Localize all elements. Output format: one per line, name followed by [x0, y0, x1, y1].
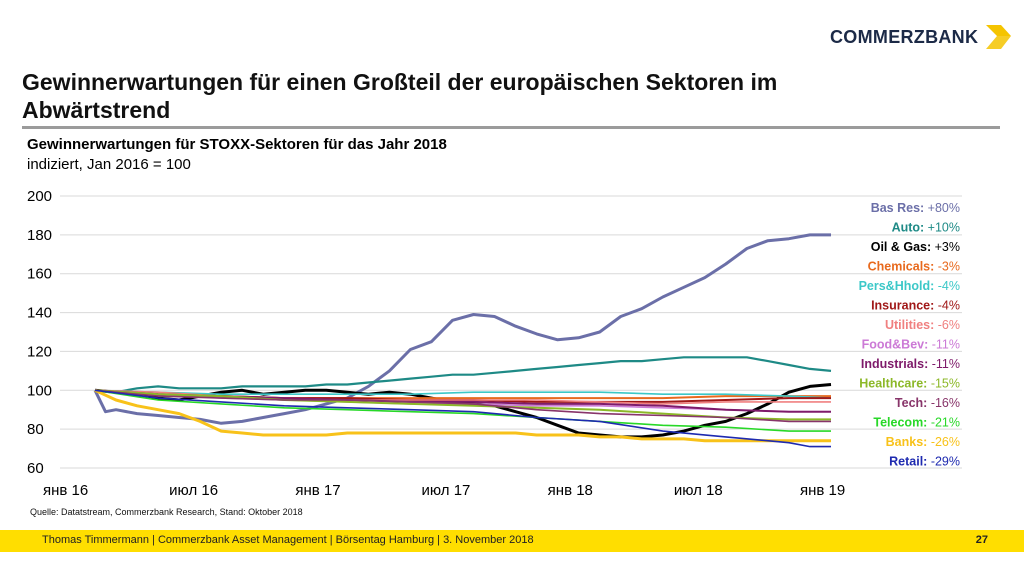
legend-label-pers-hhold: Pers&Hhold: -4% — [859, 279, 960, 293]
y-tick-label: 140 — [27, 305, 52, 322]
legend-series-change: -29% — [931, 455, 960, 469]
legend-label-insurance: Insurance: -4% — [871, 299, 960, 313]
x-tick-label: янв 17 — [295, 482, 340, 499]
legend-label-retail: Retail: -29% — [889, 455, 960, 469]
legend-series-change: -6% — [938, 318, 960, 332]
legend-series-name: Healthcare: — [859, 377, 931, 391]
y-tick-label: 180 — [27, 227, 52, 244]
y-tick-label: 200 — [27, 188, 52, 205]
x-tick-label: июл 16 — [169, 482, 218, 499]
legend-label-tech: Tech: -16% — [895, 396, 960, 410]
source-note: Quelle: Datatstream, Commerzbank Researc… — [30, 507, 303, 517]
legend-series-name: Chemicals: — [868, 260, 938, 274]
legend-series-name: Tech: — [895, 396, 931, 410]
legend-series-change: -3% — [938, 260, 960, 274]
series-line-banks — [94, 388, 831, 443]
legend-series-change: -4% — [938, 279, 960, 293]
legend-series-change: -4% — [938, 299, 960, 313]
legend-series-change: -11% — [932, 357, 960, 371]
legend-label-food-bev: Food&Bev: -11% — [862, 338, 960, 352]
legend-series-name: Food&Bev: — [862, 338, 932, 352]
chart-series — [93, 233, 832, 448]
chart-index-note: indiziert, Jan 2016 = 100 — [27, 156, 191, 173]
legend-series-name: Auto: — [892, 221, 928, 235]
x-tick-label: июл 18 — [674, 482, 723, 499]
legend-series-change: -15% — [931, 377, 960, 391]
series-line-telecom — [94, 389, 831, 432]
page-number: 27 — [975, 534, 988, 546]
x-axis: янв 16 июл 16 янв 17 июл 17 янв 18 июл 18 янв … — [43, 482, 845, 499]
y-axis: 60 80 100 120 140 160 180 200 — [27, 188, 52, 477]
legend-series-name: Oil & Gas: — [871, 240, 935, 254]
brand-name: COMMERZBANK — [830, 26, 979, 47]
y-tick-label: 160 — [27, 266, 52, 283]
legend-label-auto: Auto: +10% — [892, 221, 960, 235]
legend-series-name: Insurance: — [871, 299, 938, 313]
legend-label-industrials: Industrials: -11% — [861, 357, 960, 371]
legend-series-change: +10% — [928, 221, 960, 235]
legend-label-oil-gas: Oil & Gas: +3% — [871, 240, 960, 254]
legend-series-change: +3% — [935, 240, 960, 254]
y-tick-label: 100 — [27, 382, 52, 399]
legend-label-telecom: Telecom: -21% — [873, 416, 960, 430]
x-tick-label: янв 19 — [800, 482, 845, 499]
title-divider — [22, 126, 1000, 129]
series-line-retail — [94, 389, 831, 448]
legend-label-bas-res: Bas Res: +80% — [871, 201, 960, 215]
legend-series-name: Industrials: — [861, 357, 932, 371]
legend-series-change: -11% — [932, 338, 960, 352]
legend-series-change: -26% — [931, 435, 960, 449]
series-line-pers-hhold — [94, 389, 832, 399]
legend-label-healthcare: Healthcare: -15% — [859, 377, 960, 391]
legend-series-name: Telecom: — [873, 416, 930, 430]
chart-gridlines — [60, 195, 962, 469]
legend-series-name: Retail: — [889, 455, 931, 469]
legend-label-utilities: Utilities: -6% — [885, 318, 960, 332]
chart-legend: Bas Res: +80%Auto: +10%Oil & Gas: +3%Che… — [859, 201, 960, 469]
commerzbank-logo: COMMERZBANK — [830, 22, 1014, 52]
commerzbank-ribbon-icon — [986, 25, 1012, 49]
legend-series-name: Pers&Hhold: — [859, 279, 938, 293]
series-line-tech — [94, 389, 831, 423]
footer-bar: Thomas Timmermann | Commerzbank Asset Ma… — [0, 530, 1024, 552]
y-tick-label: 60 — [27, 460, 44, 477]
x-tick-label: янв 18 — [548, 482, 593, 499]
y-tick-label: 120 — [27, 343, 52, 360]
x-tick-label: янв 16 — [43, 482, 88, 499]
legend-series-change: -16% — [931, 396, 960, 410]
series-line-bas-res — [93, 233, 831, 425]
legend-series-change: -21% — [931, 416, 960, 430]
legend-series-name: Utilities: — [885, 318, 938, 332]
footer-text: Thomas Timmermann | Commerzbank Asset Ma… — [42, 534, 534, 546]
legend-series-change: +80% — [928, 201, 960, 215]
x-tick-label: июл 17 — [422, 482, 471, 499]
slide-title: Gewinnerwartungen für einen Großteil der… — [22, 69, 778, 123]
chart-subtitle: Gewinnerwartungen für STOXX-Sektoren für… — [27, 136, 447, 153]
legend-label-banks: Banks: -26% — [886, 435, 960, 449]
legend-series-name: Banks: — [886, 435, 931, 449]
y-tick-label: 80 — [27, 421, 44, 438]
legend-label-chemicals: Chemicals: -3% — [868, 260, 960, 274]
series-line-auto — [94, 356, 832, 394]
legend-series-name: Bas Res: — [871, 201, 928, 215]
